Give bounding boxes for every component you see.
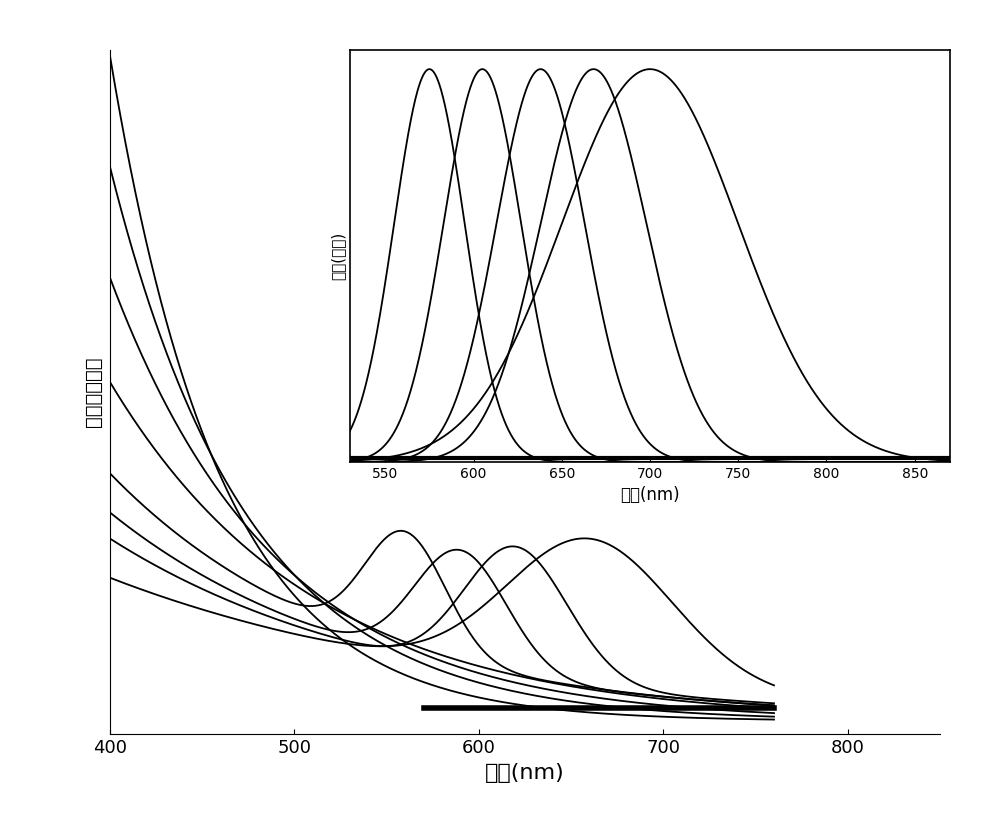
X-axis label: 波长(nm): 波长(nm) bbox=[485, 762, 565, 783]
Y-axis label: 强度（相对）: 强度（相对） bbox=[84, 356, 103, 427]
Y-axis label: 强度(相对): 强度(相对) bbox=[331, 232, 346, 280]
X-axis label: 波长(nm): 波长(nm) bbox=[620, 487, 680, 504]
